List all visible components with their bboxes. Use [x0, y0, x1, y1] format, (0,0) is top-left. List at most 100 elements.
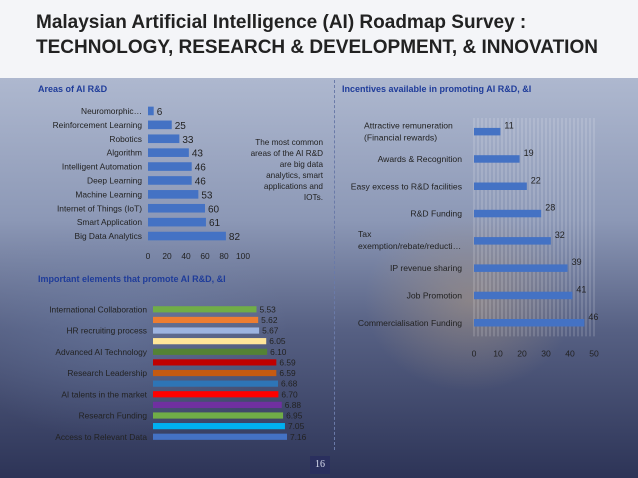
- data-label: 6.59: [279, 357, 296, 367]
- panel-divider: [334, 80, 335, 450]
- x-tick-label: 100: [236, 251, 250, 260]
- data-label: 46: [195, 163, 207, 174]
- bar: [153, 338, 267, 345]
- chart-areas-of-ai-rnd: Neuromorphic… 6 Reinforcement Learning 25 Ro…: [53, 106, 251, 260]
- data-label: 6.59: [279, 368, 296, 378]
- category-label: Research Funding: [79, 411, 148, 421]
- bar: [148, 120, 172, 130]
- data-label: 11: [504, 121, 513, 131]
- data-label: 46: [588, 312, 598, 322]
- data-label: 6.88: [285, 400, 302, 410]
- data-label: 6.10: [270, 347, 287, 357]
- x-tick-label: 10: [493, 348, 503, 358]
- data-label: 60: [208, 204, 220, 215]
- category-label: Awards & Recognition: [378, 154, 463, 164]
- bar: [153, 327, 260, 334]
- x-tick-label: 60: [200, 251, 210, 260]
- data-label: 7.05: [288, 421, 305, 431]
- category-label: Internet of Things (IoT): [57, 203, 142, 213]
- data-label: 25: [175, 121, 187, 132]
- category-label: Job Promotion: [407, 290, 463, 300]
- chart1-title: Areas of AI R&D: [38, 84, 108, 94]
- category-label: IP revenue sharing: [390, 263, 462, 273]
- category-label: International Collaboration: [49, 304, 147, 314]
- bar: [474, 182, 527, 190]
- category-label: Neuromorphic…: [81, 106, 142, 116]
- category-label: Smart Application: [77, 217, 143, 227]
- data-label: 61: [209, 218, 221, 229]
- chart-incentives: Attractive remuneration (Financial reward…: [351, 118, 599, 358]
- data-label: 5.53: [259, 304, 276, 314]
- data-label: 6: [157, 107, 163, 118]
- x-tick-label: 0: [472, 348, 477, 358]
- data-label: 19: [524, 148, 534, 158]
- category-label: HR recruiting process: [66, 326, 147, 336]
- category-label: Commercialisation Funding: [358, 318, 462, 328]
- data-label: 46: [195, 176, 207, 187]
- category-label: AI talents in the market: [61, 389, 147, 399]
- bar: [474, 209, 542, 218]
- category-label: Machine Learning: [75, 189, 142, 199]
- bar: [474, 127, 501, 136]
- chart-important-elements: International Collaboration 5.535.62 HR re…: [49, 304, 307, 442]
- category-label: Deep Learning: [87, 175, 142, 185]
- category-label: Research Leadership: [67, 368, 147, 378]
- category-label: R&D Funding: [410, 209, 462, 219]
- bar: [153, 359, 277, 366]
- bar: [148, 190, 199, 199]
- title-line-2: TECHNOLOGY, RESEARCH & DEVELOPMENT, & IN…: [36, 37, 598, 58]
- chart2-title: Incentives available in promoting AI R&D…: [342, 84, 532, 94]
- x-tick-label: 50: [589, 348, 599, 358]
- bar: [474, 319, 585, 327]
- bar: [153, 423, 285, 430]
- category-label: Big Data Analytics: [75, 231, 143, 241]
- x-tick-label: 80: [219, 251, 229, 260]
- bar: [153, 369, 277, 377]
- data-label: 6.95: [286, 411, 303, 421]
- data-label: 7.16: [290, 432, 307, 442]
- data-label: 22: [531, 175, 541, 185]
- bar: [153, 433, 287, 440]
- bar: [153, 401, 282, 408]
- bar: [148, 217, 206, 227]
- bar: [148, 231, 226, 241]
- bar: [153, 316, 259, 324]
- bar: [148, 203, 205, 213]
- data-label: 33: [182, 135, 194, 146]
- x-tick-label: 30: [541, 348, 551, 358]
- data-label: 82: [229, 232, 241, 243]
- bar: [148, 106, 154, 116]
- category-label: Robotics: [109, 134, 142, 144]
- x-tick-label: 40: [181, 251, 191, 260]
- data-label: 32: [555, 230, 565, 240]
- data-label: 6.05: [269, 336, 286, 346]
- data-label: 39: [572, 257, 582, 267]
- data-label: 41: [576, 284, 586, 294]
- category-label: Easy excess to R&D facilities: [351, 181, 462, 191]
- category-label: Tax: [358, 229, 372, 239]
- category-label: Access to Relevant Data: [55, 432, 147, 442]
- category-label: exemption/rebate/reducti…: [358, 241, 461, 251]
- bar: [153, 380, 279, 387]
- annotation-text: The most common areas of the AI R&D are …: [250, 138, 323, 202]
- bar: [153, 348, 268, 355]
- data-label: 43: [192, 149, 204, 160]
- bar: [474, 237, 551, 245]
- bar: [474, 291, 573, 300]
- bar: [148, 176, 192, 185]
- page-number: 16: [310, 456, 330, 474]
- category-label: Advanced AI Technology: [55, 347, 147, 357]
- category-label: Intelligent Automation: [62, 162, 142, 172]
- bar: [153, 412, 284, 419]
- category-label: Attractive remuneration: [364, 121, 453, 131]
- x-tick-label: 0: [146, 251, 151, 260]
- bar: [474, 155, 520, 163]
- bar: [474, 264, 568, 272]
- data-label: 5.62: [261, 315, 278, 325]
- data-label: 6.70: [281, 389, 298, 399]
- title-line-1: Malaysian Artificial Intelligence (AI) R…: [36, 12, 527, 33]
- slide-title: Malaysian Artificial Intelligence (AI) R…: [36, 10, 636, 60]
- category-label: (Financial rewards): [364, 133, 437, 143]
- bar: [148, 148, 189, 157]
